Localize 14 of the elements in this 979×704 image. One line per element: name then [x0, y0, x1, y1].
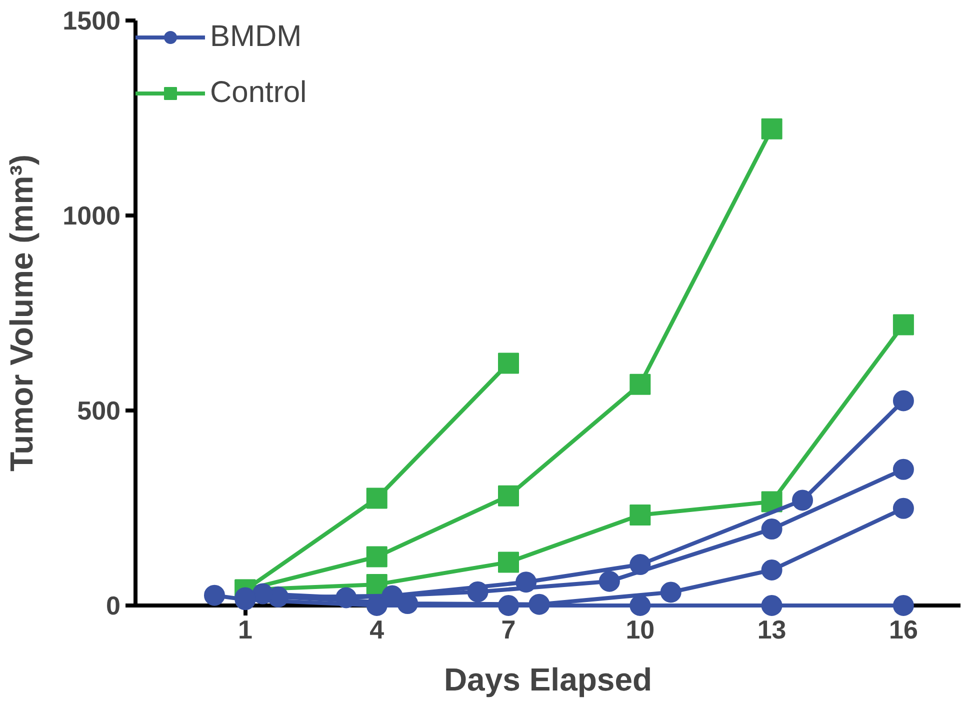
y-tick-label: 500 — [77, 396, 121, 426]
y-tick-label: 0 — [106, 590, 121, 620]
y-tick-label: 1500 — [62, 6, 121, 36]
x-tick-label: 4 — [370, 614, 385, 644]
x-tick-label: 1 — [238, 614, 252, 644]
x-axis-title: Days Elapsed — [444, 662, 652, 698]
x-tick-label: 16 — [888, 614, 918, 644]
x-tick-label: 7 — [501, 614, 516, 644]
y-axis-title: Tumor Volume (mm³) — [4, 154, 40, 472]
x-tick-label: 10 — [626, 614, 655, 644]
y-tick-label: 1000 — [62, 200, 121, 230]
legend-label: Control — [210, 76, 307, 110]
x-tick-label: 13 — [757, 614, 786, 644]
legend-label: BMDM — [210, 20, 302, 54]
